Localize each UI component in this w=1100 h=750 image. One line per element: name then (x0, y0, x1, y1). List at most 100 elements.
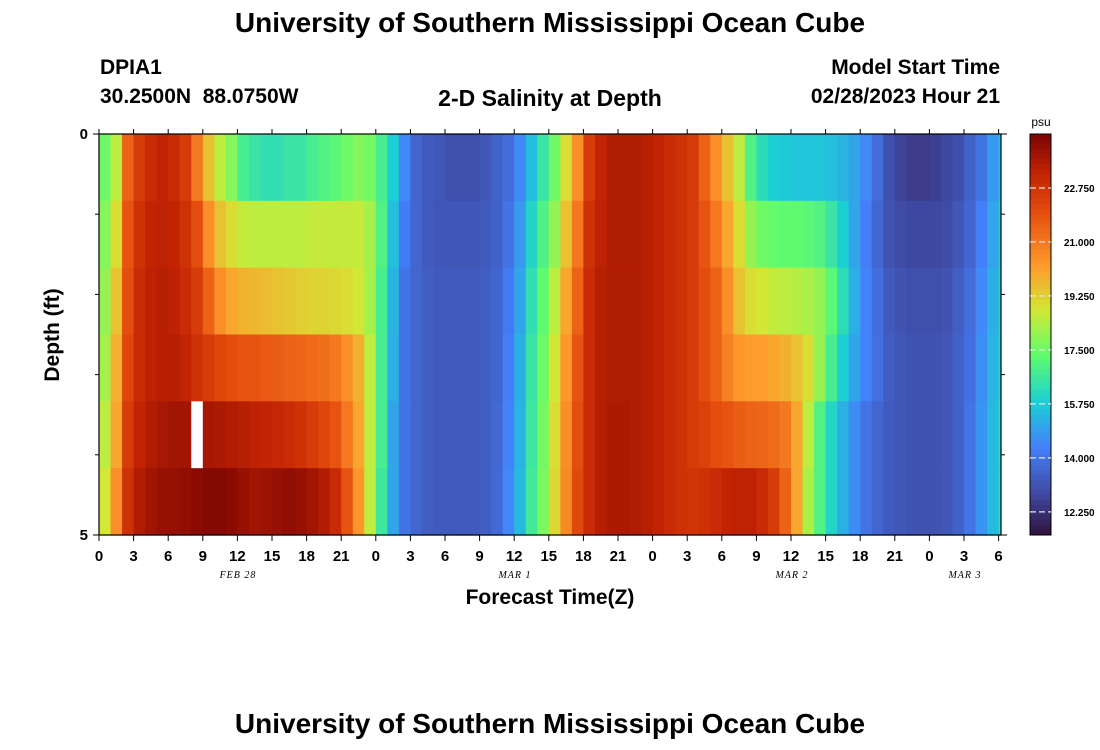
heatmap-cell (133, 200, 146, 269)
heatmap-cell (629, 334, 642, 402)
heatmap-cell (929, 200, 942, 269)
heatmap-cell (571, 468, 584, 536)
heatmap-cell (606, 401, 619, 469)
heatmap-cell (214, 334, 227, 402)
heatmap-cell (445, 401, 458, 469)
heatmap-cell (975, 267, 988, 336)
heatmap-cell (998, 334, 1001, 402)
heatmap-cell (548, 334, 561, 402)
colorbar-segment (1030, 209, 1051, 215)
heatmap-cell (871, 401, 884, 469)
heatmap-cell (456, 468, 469, 536)
heatmap-cell (687, 334, 700, 402)
heatmap-cell (537, 401, 550, 469)
colorbar-segment (1030, 479, 1051, 486)
heatmap-cell (618, 334, 631, 402)
heatmap-cell (514, 468, 527, 536)
heatmap-cell (168, 200, 181, 269)
x-day-label: MAR 3 (947, 570, 981, 581)
heatmap-cell (594, 334, 608, 402)
heatmap-cell (341, 468, 354, 536)
heatmap-cell (629, 134, 642, 202)
heatmap-cell (283, 267, 296, 336)
heatmap-cell (329, 334, 342, 402)
heatmap-cell (502, 468, 515, 536)
heatmap-cell (952, 334, 965, 402)
colorbar-segment (1030, 489, 1051, 496)
colorbar-segment (1030, 449, 1051, 456)
heatmap-cell (433, 468, 446, 536)
colorbar-segment (1030, 384, 1051, 391)
heatmap-cell (306, 267, 319, 336)
heatmap-cell (548, 134, 561, 202)
colorbar-segment (1030, 249, 1051, 255)
heatmap-cell (791, 200, 804, 269)
heatmap-cell (156, 401, 169, 469)
heatmap-cell (537, 200, 550, 269)
colorbar-segment (1030, 259, 1051, 265)
heatmap-cell (652, 200, 665, 269)
heatmap-cell (398, 267, 411, 336)
heatmap-cell (837, 468, 850, 536)
heatmap-cell (652, 401, 665, 469)
colorbar-segment (1030, 144, 1051, 150)
heatmap-cell (721, 468, 734, 536)
heatmap-cell (848, 334, 861, 402)
heatmap-cell (767, 134, 781, 202)
heatmap-cell (767, 334, 781, 402)
chart-title: 2-D Salinity at Depth (438, 85, 662, 111)
heatmap-cell (225, 134, 238, 202)
heatmap-cell (248, 401, 262, 469)
heatmap-cell (894, 401, 907, 469)
heatmap-cell (871, 134, 884, 202)
heatmap-cell (491, 134, 504, 202)
colorbar-segment (1030, 364, 1051, 371)
heatmap-cell (179, 267, 192, 336)
heatmap-cell (410, 134, 423, 202)
heatmap-cell (825, 468, 838, 536)
heatmap-cell (225, 401, 238, 469)
heatmap-cell (825, 200, 838, 269)
x-tick-label: 15 (817, 548, 834, 565)
heatmap-cell (929, 401, 942, 469)
heatmap-cell (664, 267, 677, 336)
heatmap-cell (779, 267, 792, 336)
colorbar-tick-label: 15.750 (1064, 400, 1095, 411)
heatmap-cell (987, 334, 1000, 402)
heatmap-cell (837, 134, 850, 202)
heatmap-cell (306, 468, 319, 536)
heatmap-cell (744, 267, 757, 336)
heatmap-cell (952, 200, 965, 269)
heatmap-cell (583, 134, 596, 202)
heatmap-cell (618, 200, 631, 269)
colorbar-segment (1030, 264, 1051, 270)
heatmap-cell (848, 134, 861, 202)
heatmap-cell (145, 200, 158, 269)
heatmap-cell (445, 200, 458, 269)
heatmap-cell (744, 468, 757, 536)
heatmap-cell (814, 468, 827, 536)
footer-title: University of Southern Mississippi Ocean… (234, 708, 866, 739)
heatmap-cell (202, 267, 215, 336)
heatmap-cell (295, 401, 308, 469)
heatmap-cell (825, 267, 838, 336)
heatmap-cell (560, 134, 573, 202)
heatmap-cell (306, 134, 319, 202)
heatmap-cell (248, 468, 262, 536)
heatmap-cell (468, 401, 481, 469)
colorbar-tick-label: 22.750 (1064, 184, 1095, 195)
heatmap-cell (387, 468, 400, 536)
colorbar-segment (1030, 234, 1051, 240)
heatmap-cell (571, 267, 584, 336)
heatmap-cell (560, 468, 573, 536)
heatmap-cell (491, 468, 504, 536)
colorbar-segment (1030, 319, 1051, 325)
heatmap-cell (687, 468, 700, 536)
heatmap-cell (744, 134, 757, 202)
heatmap-cell (179, 200, 192, 269)
heatmap-cell (975, 134, 988, 202)
colorbar-segment (1030, 269, 1051, 275)
heatmap-cell (352, 334, 365, 402)
heatmap-cell (318, 468, 331, 536)
heatmap-cell (940, 334, 954, 402)
